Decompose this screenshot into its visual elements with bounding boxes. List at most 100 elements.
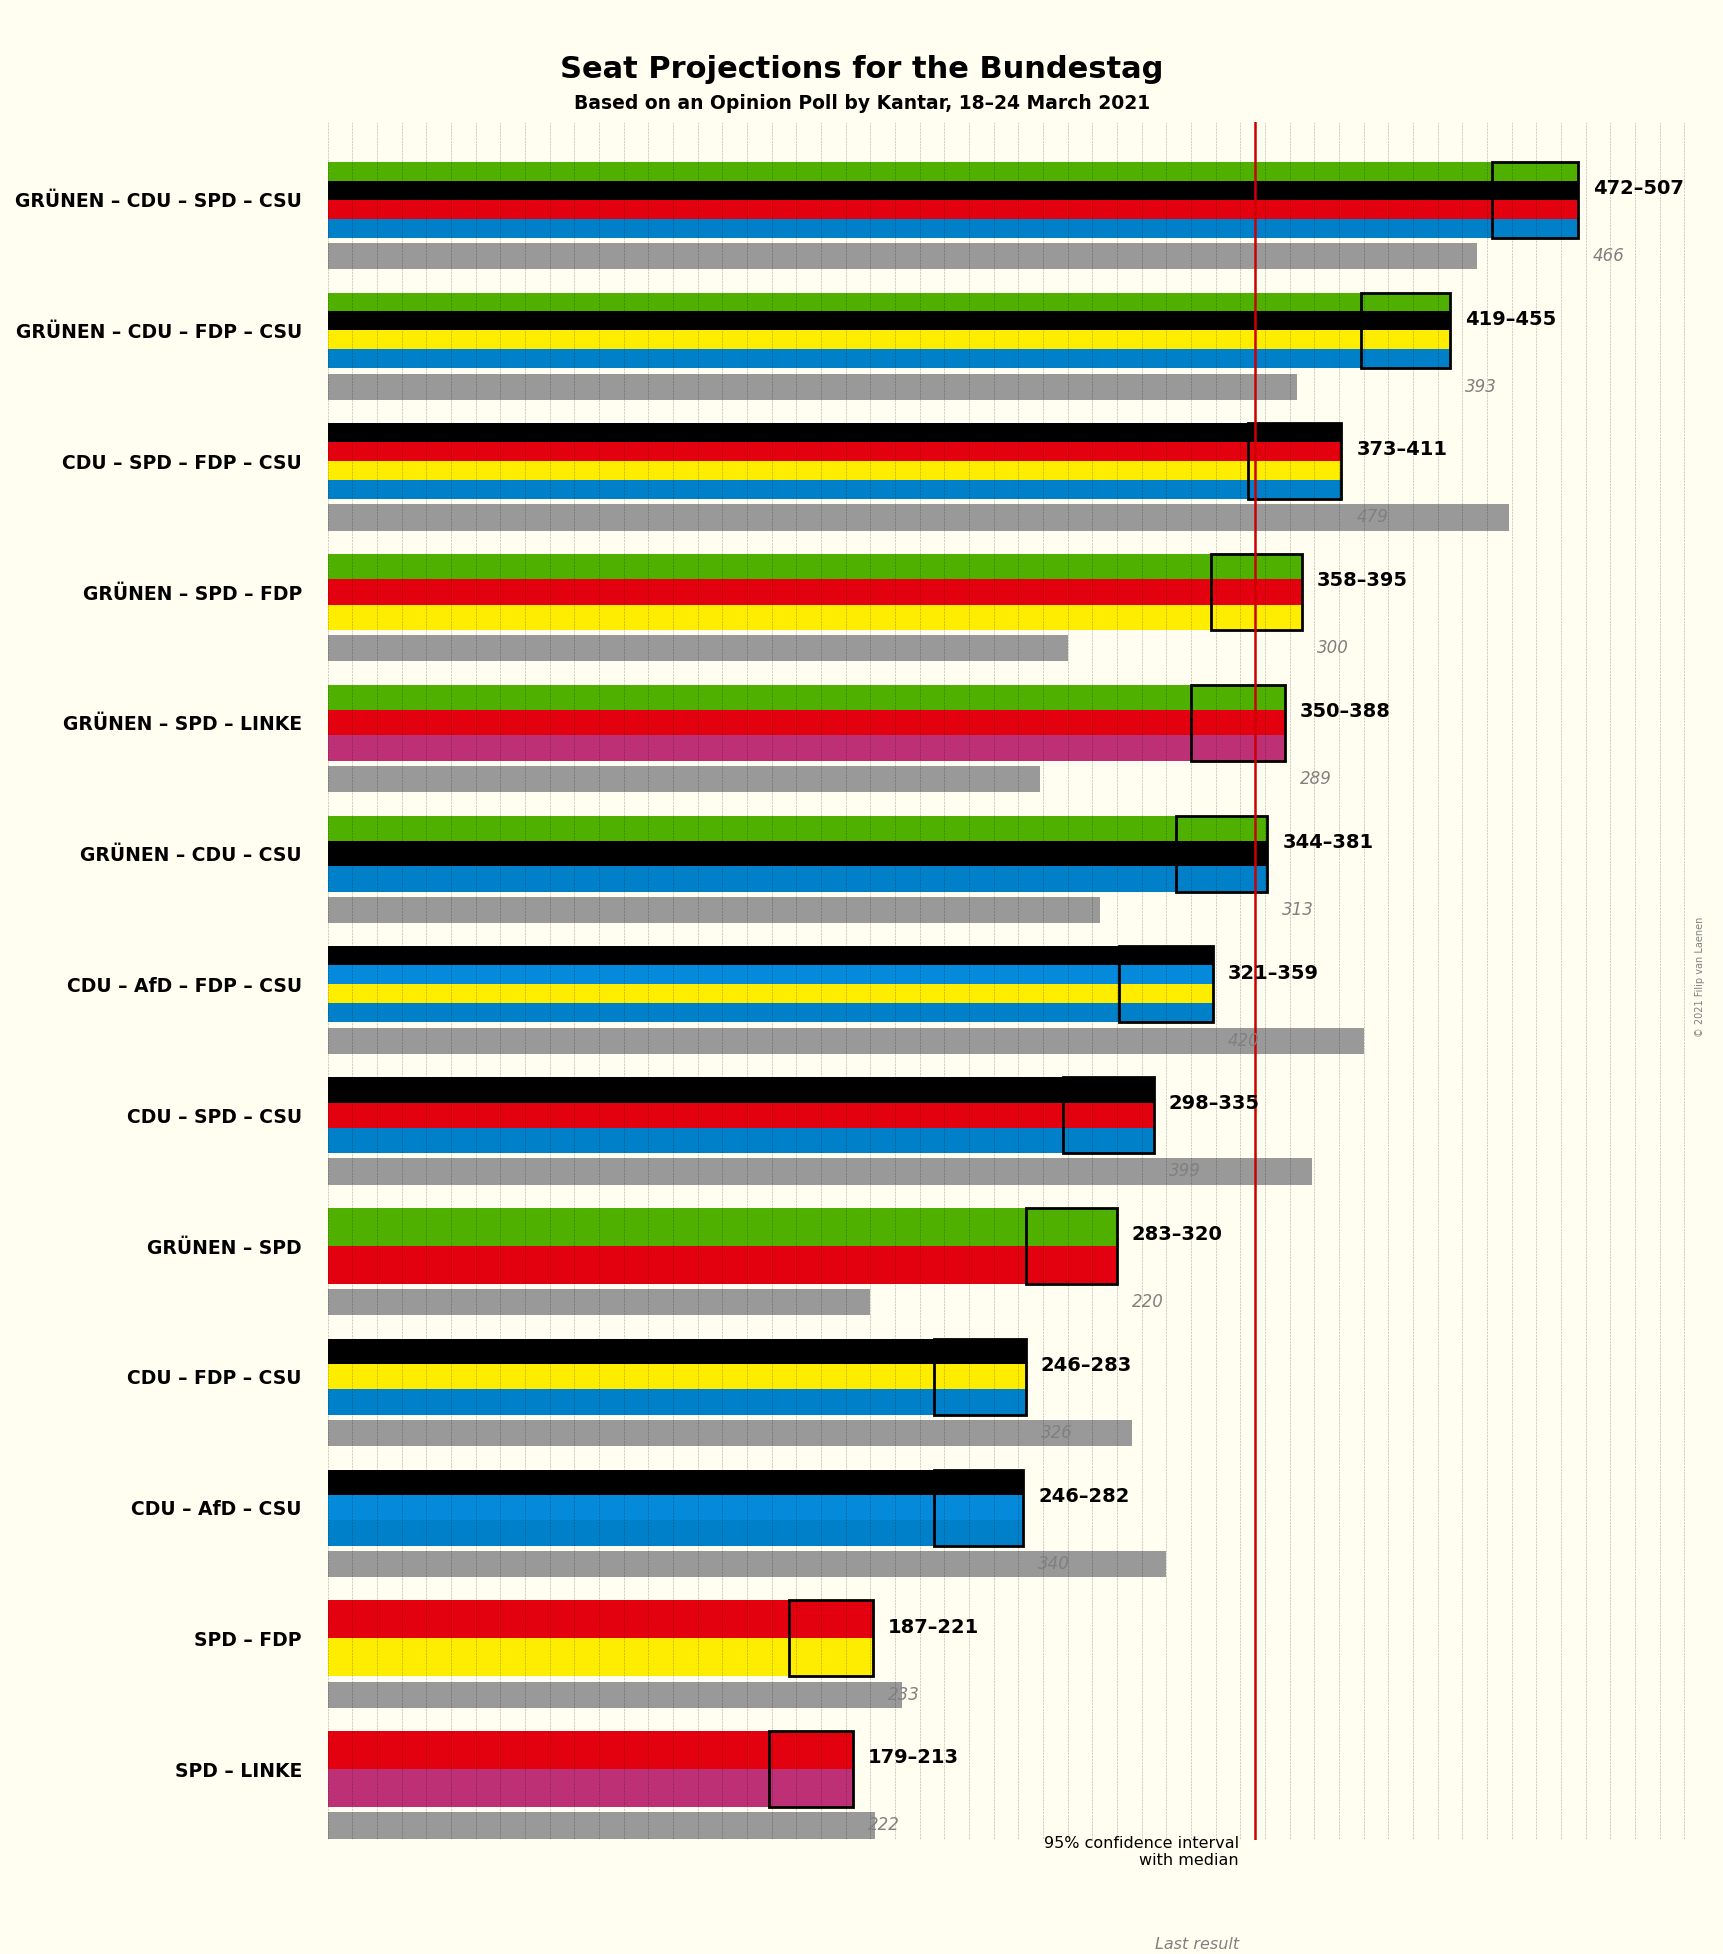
Bar: [327, 1600, 789, 1637]
Text: 466: 466: [1592, 246, 1625, 266]
Text: 283–320: 283–320: [1130, 1225, 1222, 1245]
Bar: [1373, 1856, 1423, 1890]
Bar: [327, 1520, 934, 1546]
Bar: [1175, 815, 1266, 840]
Bar: [1175, 866, 1266, 891]
Bar: [789, 1637, 872, 1677]
Bar: [327, 373, 1296, 401]
Bar: [327, 815, 1175, 840]
Bar: [327, 1338, 934, 1364]
Bar: [327, 1768, 768, 1807]
Text: 313: 313: [1282, 901, 1313, 918]
Bar: [1175, 840, 1266, 866]
Text: 393: 393: [1465, 377, 1496, 395]
Text: 300: 300: [1316, 639, 1347, 657]
Bar: [327, 1364, 934, 1389]
Bar: [1118, 946, 1213, 965]
Bar: [1490, 199, 1577, 219]
Bar: [934, 1389, 1025, 1415]
Bar: [1490, 219, 1577, 238]
Bar: [327, 1813, 875, 1839]
Bar: [768, 1731, 853, 1768]
Bar: [1247, 424, 1340, 498]
Bar: [1247, 461, 1340, 481]
Bar: [1247, 424, 1340, 442]
Text: Seat Projections for the Bundestag: Seat Projections for the Bundestag: [560, 55, 1163, 84]
Bar: [327, 1247, 1025, 1284]
Bar: [789, 1600, 872, 1677]
Text: 187–221: 187–221: [887, 1618, 979, 1637]
Text: 399: 399: [1168, 1163, 1199, 1180]
Bar: [327, 946, 1118, 965]
Bar: [934, 1495, 1023, 1520]
Text: 298–335: 298–335: [1168, 1094, 1260, 1114]
Bar: [327, 897, 1099, 922]
Bar: [327, 866, 1175, 891]
Bar: [1061, 1077, 1153, 1102]
Bar: [327, 1469, 934, 1495]
Bar: [1118, 1004, 1213, 1022]
Bar: [327, 840, 1175, 866]
Bar: [1361, 293, 1449, 369]
Text: 289: 289: [1299, 770, 1330, 787]
Text: 222: 222: [867, 1817, 899, 1835]
Text: 373–411: 373–411: [1356, 440, 1446, 459]
Bar: [327, 686, 1191, 709]
Bar: [327, 442, 1247, 461]
Bar: [1191, 686, 1284, 709]
Bar: [327, 1102, 1061, 1127]
Bar: [327, 330, 1361, 350]
Bar: [1118, 965, 1213, 985]
Bar: [327, 1637, 789, 1677]
Bar: [327, 604, 1210, 629]
Bar: [327, 1208, 1025, 1247]
Bar: [768, 1731, 853, 1807]
Bar: [1025, 1208, 1117, 1247]
Bar: [1175, 815, 1266, 891]
Text: 419–455: 419–455: [1465, 309, 1556, 328]
Bar: [327, 199, 1490, 219]
Bar: [327, 219, 1490, 238]
Bar: [1118, 985, 1213, 1004]
Bar: [1210, 604, 1301, 629]
Bar: [327, 1731, 768, 1768]
Bar: [1246, 1856, 1373, 1890]
Bar: [327, 293, 1361, 311]
Bar: [934, 1520, 1023, 1546]
Bar: [327, 1077, 1061, 1102]
Bar: [327, 735, 1191, 760]
Bar: [934, 1338, 1025, 1415]
Bar: [327, 555, 1210, 580]
Bar: [327, 1159, 1311, 1184]
Bar: [327, 424, 1247, 442]
Text: 326: 326: [1041, 1424, 1072, 1442]
Bar: [327, 481, 1247, 498]
Bar: [327, 1290, 870, 1315]
Bar: [327, 1127, 1061, 1153]
Text: 246–283: 246–283: [1041, 1356, 1130, 1376]
Bar: [1210, 555, 1301, 629]
Text: 479: 479: [1356, 508, 1387, 526]
Text: 246–282: 246–282: [1037, 1487, 1129, 1507]
Text: © 2021 Filip van Laenen: © 2021 Filip van Laenen: [1694, 916, 1704, 1038]
Bar: [327, 311, 1361, 330]
Bar: [934, 1364, 1025, 1389]
Bar: [768, 1768, 853, 1807]
Bar: [1210, 580, 1301, 604]
Bar: [1490, 162, 1577, 180]
Bar: [327, 1551, 1166, 1577]
Text: 344–381: 344–381: [1282, 832, 1373, 852]
Text: 350–388: 350–388: [1299, 701, 1389, 721]
Text: 420: 420: [1227, 1032, 1260, 1049]
Bar: [1210, 555, 1301, 580]
Bar: [327, 1421, 1130, 1446]
Bar: [327, 162, 1490, 180]
Bar: [1361, 330, 1449, 350]
Bar: [327, 1004, 1118, 1022]
Bar: [1118, 946, 1213, 1022]
Bar: [1061, 1127, 1153, 1153]
Bar: [1247, 442, 1340, 461]
Bar: [934, 1338, 1025, 1364]
Bar: [1490, 162, 1577, 238]
Bar: [327, 1682, 901, 1708]
